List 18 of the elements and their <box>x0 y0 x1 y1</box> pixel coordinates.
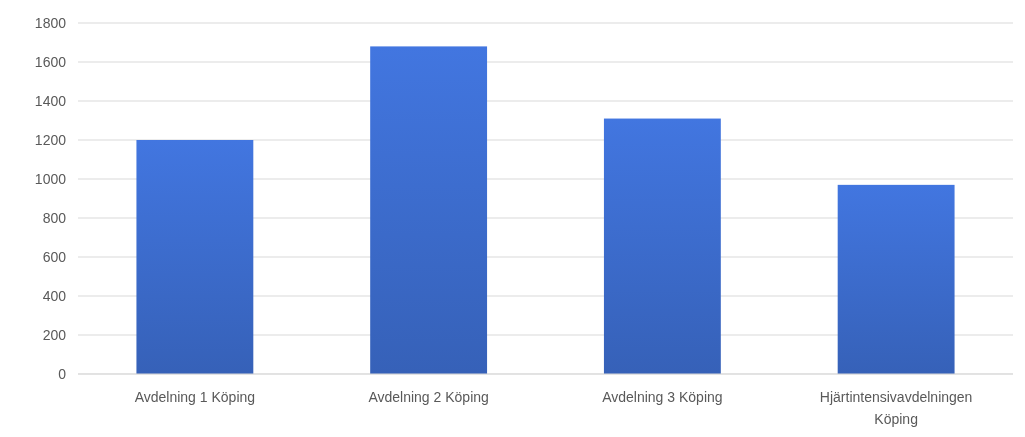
y-tick-label: 1400 <box>34 92 67 109</box>
x-tick-label: Avdelning 2 Köping <box>368 389 489 405</box>
bar <box>837 184 955 374</box>
y-tick-label: 800 <box>42 209 67 226</box>
y-tick-label: 1600 <box>34 53 67 70</box>
y-tick-label: 200 <box>42 326 67 343</box>
y-tick-label: 600 <box>42 248 67 265</box>
y-tick-label: 400 <box>42 287 67 304</box>
bar <box>370 46 488 374</box>
y-tick-label: 1200 <box>34 131 67 148</box>
y-tick-label: 1800 <box>34 14 67 31</box>
bar <box>136 140 254 374</box>
x-tick-label: Avdelning 1 Köping <box>134 389 256 405</box>
bar <box>603 118 721 374</box>
x-tick-label: Hjärtintensivavdelningen Köping <box>819 389 973 427</box>
x-tick-label: Avdelning 3 Köping <box>602 389 723 405</box>
y-tick-label: 1000 <box>34 170 67 187</box>
y-tick-label: 0 <box>58 365 67 382</box>
